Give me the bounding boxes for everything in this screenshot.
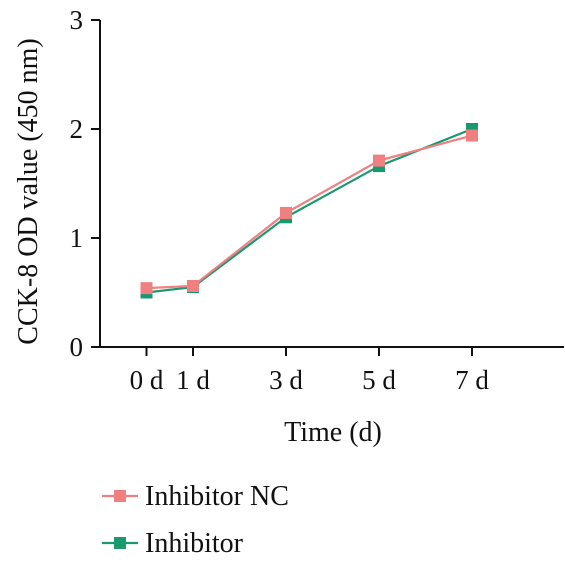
y-tick-label: 2 [70, 114, 84, 144]
x-tick-label: 3 d [269, 365, 303, 395]
legend-item: Inhibitor [102, 528, 244, 559]
legend-label: Inhibitor NC [145, 481, 289, 512]
data-point [187, 279, 199, 292]
y-tick-label: 1 [70, 223, 84, 253]
x-tick-label: 7 d [455, 365, 489, 395]
y-ticks: 0 1 2 3 [70, 5, 100, 362]
legend-item: Inhibitor NC [102, 481, 289, 512]
x-tick-label: 5 d [362, 365, 396, 395]
series-line [146, 134, 473, 290]
data-point [140, 282, 153, 295]
y-tick-label: 3 [70, 5, 84, 35]
series-inhibitor [140, 123, 478, 299]
series-inhibitor-nc [140, 129, 478, 295]
data-point [280, 206, 292, 219]
x-ticks: 0 d 1 d 3 d 5 d 7 d [130, 347, 489, 395]
x-axis-title: Time (d) [284, 417, 382, 448]
legend-label: Inhibitor [145, 528, 244, 559]
series-line [146, 127, 473, 294]
legend-marker [114, 490, 126, 502]
legend: Inhibitor NC Inhibitor [102, 481, 289, 559]
data-point [373, 154, 385, 167]
y-axis-title: CCK-8 OD value (450 nm) [13, 38, 44, 344]
x-tick-label: 0 d [130, 365, 164, 395]
x-tick-label: 1 d [176, 365, 210, 395]
axes: 0 1 2 3 0 d 1 d 3 d 5 d 7 d [70, 5, 564, 395]
y-tick-label: 0 [70, 332, 84, 362]
legend-marker [114, 537, 126, 549]
series-layer [140, 123, 478, 299]
data-point [466, 129, 478, 142]
